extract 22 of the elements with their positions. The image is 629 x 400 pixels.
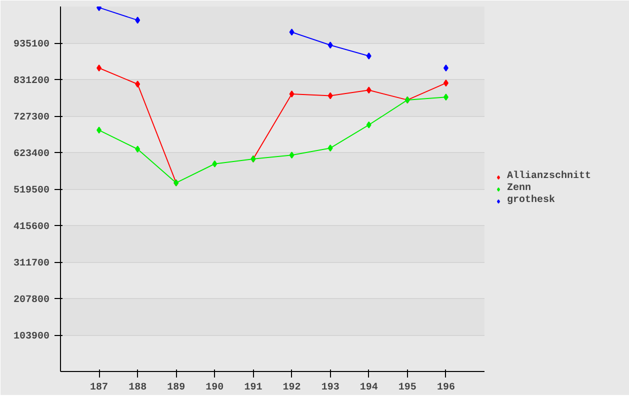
- x-tick-label: 187: [90, 382, 108, 394]
- y-tick-label: 935100: [13, 40, 50, 50]
- y-tick-label: 831200: [13, 76, 50, 87]
- x-tick-label: 190: [206, 382, 224, 394]
- y-tick-label: 519500: [13, 186, 50, 196]
- legend-label: Zenn: [507, 182, 532, 194]
- x-tick-label: 196: [436, 382, 455, 394]
- legend-label: grothesk: [507, 194, 556, 206]
- y-tick-label: 311700: [13, 258, 50, 270]
- x-tick-label: 189: [167, 382, 186, 394]
- y-tick-label: 623400: [13, 149, 50, 160]
- x-tick-label: 191: [244, 382, 262, 394]
- x-tick-label: 193: [321, 382, 340, 394]
- y-tick-label: 727300: [13, 112, 50, 124]
- y-tick-label: 103900: [13, 332, 50, 342]
- x-tick-label: 195: [398, 382, 416, 394]
- x-tick-label: 188: [128, 382, 147, 394]
- x-tick-label: 192: [282, 382, 301, 394]
- y-tick-label: 207800: [13, 295, 50, 306]
- y-tick-label: 415600: [13, 222, 50, 233]
- x-tick-label: 194: [360, 382, 378, 394]
- legend-label: Allianzschnitt: [507, 170, 592, 182]
